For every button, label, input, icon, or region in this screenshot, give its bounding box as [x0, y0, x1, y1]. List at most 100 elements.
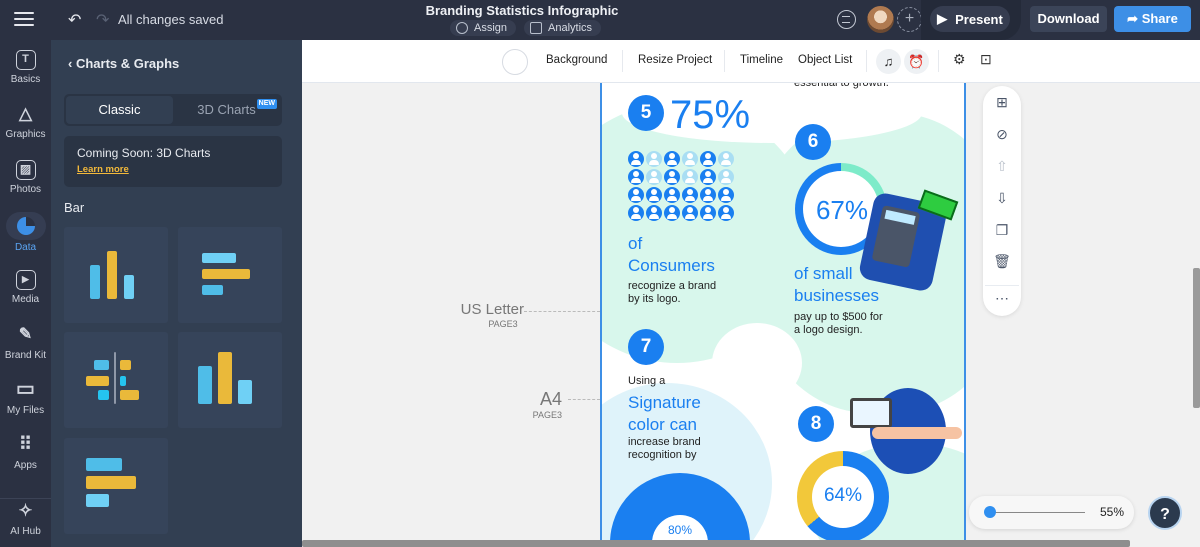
toolbar-divider	[866, 50, 867, 72]
gear-icon[interactable]: ⚙	[953, 51, 966, 67]
trash-icon[interactable]: 🗑	[993, 253, 1011, 269]
tab-3d-charts[interactable]: 3D Charts NEW	[173, 96, 280, 124]
help-button[interactable]: ?	[1148, 496, 1182, 530]
chart-tile-bar-vertical-3d[interactable]	[178, 332, 282, 428]
resize-project-button[interactable]: Resize Project	[638, 54, 713, 66]
document-title[interactable]: Branding Statistics Infographic	[425, 3, 619, 18]
upload-icon[interactable]: ⇧	[996, 158, 1008, 174]
stat-number-8: 8	[798, 406, 834, 442]
stat5-value: 75%	[670, 93, 751, 137]
stat7-value: 80%	[667, 523, 693, 537]
user-icon	[456, 22, 468, 34]
add-page-icon[interactable]: ⊞	[996, 94, 1008, 110]
download-button[interactable]: Download	[1030, 6, 1107, 32]
image-icon: ▨	[15, 160, 36, 180]
rail-item-my-files[interactable]: ▭ My Files	[0, 378, 51, 416]
stat6-body: pay up to $500 for	[794, 311, 883, 323]
size-label-a4: A4 PAGE3	[522, 389, 562, 420]
rail-label: Data	[14, 242, 37, 253]
chart-tile-bar-vertical[interactable]	[64, 227, 168, 323]
object-list-button[interactable]: Object List	[798, 54, 853, 66]
rail-item-ai-hub[interactable]: ✧ AI Hub	[0, 502, 51, 537]
donut-64	[797, 451, 889, 540]
promo-title: Coming Soon: 3D Charts	[77, 146, 211, 160]
element-actions-toolbar: ⊞ ⊘ ⇧ ⇩ ❐ 🗑 ⋯	[983, 86, 1021, 316]
text-icon: T	[15, 50, 36, 70]
page-label: PAGE3	[532, 410, 562, 420]
alarm-clock-icon[interactable]: ⏰	[904, 49, 929, 74]
share-label: Share	[1141, 11, 1178, 26]
share-button[interactable]: ➦ Share	[1114, 6, 1191, 32]
stat6-body: a logo design.	[794, 324, 863, 336]
background-color-swatch[interactable]	[502, 49, 528, 75]
rail-label: Media	[11, 294, 40, 305]
stat7-body: increase brand	[628, 436, 701, 448]
toolbar-divider	[938, 50, 939, 72]
zoom-slider-handle[interactable]	[984, 506, 996, 518]
laptop-illustration	[850, 398, 892, 428]
present-button[interactable]: ▶ Present	[930, 6, 1010, 32]
infographic-page[interactable]: essential to growth. 5 75% of Consumers …	[600, 83, 966, 540]
guide-line	[524, 311, 600, 312]
stat8-value: 64%	[823, 485, 863, 506]
comment-icon[interactable]	[837, 10, 856, 29]
rail-label: My Files	[6, 405, 45, 416]
play-icon: ▶	[937, 11, 948, 26]
rail-item-basics[interactable]: T Basics	[0, 50, 51, 85]
stat-number-5: 5	[628, 95, 664, 131]
music-icon[interactable]: ♫	[876, 49, 901, 74]
assign-label: Assign	[474, 22, 508, 34]
more-options-icon[interactable]: ⋯	[995, 290, 1009, 306]
page-label: PAGE3	[488, 319, 518, 329]
stat5-heading: of	[628, 234, 643, 253]
new-badge: NEW	[256, 99, 277, 109]
zoom-slider-track[interactable]	[989, 512, 1085, 513]
rail-label: Brand Kit	[4, 350, 47, 361]
learn-more-link[interactable]: Learn more	[77, 164, 129, 175]
rail-item-media[interactable]: ▶ Media	[0, 270, 51, 305]
stat5-body: recognize a brand	[628, 280, 717, 292]
add-collaborator-button[interactable]: +	[897, 7, 922, 32]
rail-item-data[interactable]: Data	[0, 212, 51, 253]
back-button[interactable]: ‹ Charts & Graphs	[68, 56, 179, 71]
pie-chart-icon	[16, 217, 35, 235]
tab-classic[interactable]: Classic	[66, 96, 173, 124]
timeline-button[interactable]: Timeline	[740, 54, 784, 66]
menu-icon[interactable]	[14, 12, 34, 28]
rail-item-graphics[interactable]: △ Graphics	[0, 105, 51, 140]
background-button[interactable]: Background	[546, 54, 608, 66]
rail-label: Apps	[14, 460, 37, 471]
editor-toolbar: Background Resize Project Timeline Objec…	[302, 40, 1200, 83]
rail-divider	[0, 498, 51, 499]
rail-label: Basics	[10, 74, 41, 85]
charts-panel: ‹ Charts & Graphs Classic 3D Charts NEW C…	[51, 40, 351, 547]
avatar[interactable]	[867, 6, 894, 33]
stat-number-6: 6	[795, 124, 831, 160]
download-page-icon[interactable]: ⇩	[996, 190, 1008, 206]
chart-tile-bar-horizontal[interactable]	[178, 227, 282, 323]
analytics-button[interactable]: Analytics	[524, 20, 602, 36]
rail-item-photos[interactable]: ▨ Photos	[0, 160, 51, 195]
section-heading-bar: Bar	[64, 200, 85, 215]
search-object-icon[interactable]: ⊡	[980, 51, 992, 67]
tab-label: 3D Charts	[197, 102, 256, 117]
hide-eye-icon[interactable]: ⊘	[996, 126, 1008, 142]
folder-icon: ▭	[16, 378, 35, 400]
redo-icon[interactable]: ↷	[96, 12, 110, 29]
stat-number-7: 7	[628, 329, 664, 365]
sparkle-icon: ✧	[18, 501, 33, 520]
assign-button[interactable]: Assign	[450, 20, 517, 36]
undo-icon[interactable]: ↶	[68, 12, 82, 29]
rail-item-brand-kit[interactable]: ✎ Brand Kit	[0, 326, 51, 361]
toolbar-divider	[724, 50, 725, 72]
people-pictogram	[628, 151, 738, 221]
vertical-scrollbar[interactable]	[1193, 268, 1200, 408]
rail-item-apps[interactable]: ⠿ Apps	[0, 435, 51, 471]
chart-tile-bar-diverging[interactable]	[64, 332, 168, 428]
guide-line	[568, 399, 600, 400]
toolbar-divider	[622, 50, 623, 72]
duplicate-icon[interactable]: ❐	[995, 222, 1009, 238]
horizontal-scrollbar[interactable]	[302, 540, 1130, 547]
arm-illustration	[872, 427, 962, 439]
chart-tile-bar-horizontal-3d[interactable]	[64, 438, 168, 534]
